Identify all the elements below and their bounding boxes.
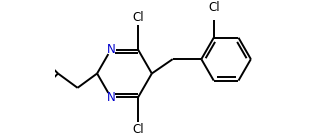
Text: Cl: Cl	[132, 11, 144, 24]
Text: Cl: Cl	[208, 1, 219, 14]
Text: N: N	[107, 43, 115, 56]
Text: Cl: Cl	[132, 123, 144, 136]
Text: N: N	[107, 91, 115, 104]
